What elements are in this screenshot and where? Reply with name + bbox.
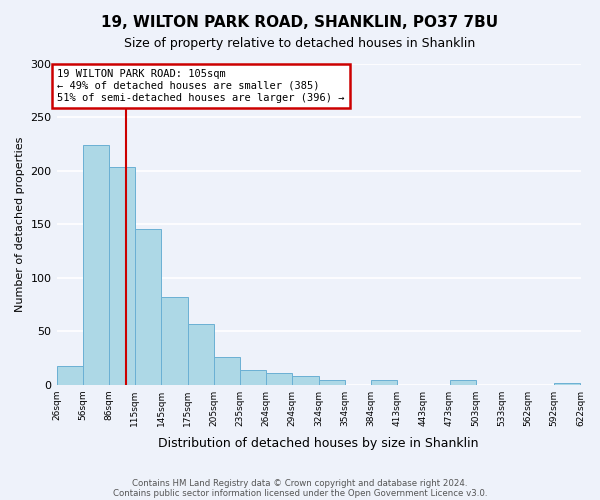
Bar (214, 357, 240, 384)
Bar (554, 382, 580, 384)
Text: Size of property relative to detached houses in Shanklin: Size of property relative to detached ho… (124, 38, 476, 51)
Bar (292, 376, 319, 384)
Y-axis label: Number of detached properties: Number of detached properties (15, 136, 25, 312)
Text: Contains public sector information licensed under the Open Government Licence v3: Contains public sector information licen… (113, 488, 487, 498)
Bar (449, 380, 476, 384)
Bar (109, 166, 135, 384)
X-axis label: Distribution of detached houses by size in Shanklin: Distribution of detached houses by size … (158, 437, 479, 450)
Bar (161, 297, 188, 384)
Text: 19, WILTON PARK ROAD, SHANKLIN, PO37 7BU: 19, WILTON PARK ROAD, SHANKLIN, PO37 7BU (101, 15, 499, 30)
Bar (240, 370, 266, 384)
Bar (56, 366, 83, 384)
Bar (135, 228, 161, 384)
Bar (371, 380, 397, 384)
Bar (188, 324, 214, 384)
Bar (266, 373, 292, 384)
Text: Contains HM Land Registry data © Crown copyright and database right 2024.: Contains HM Land Registry data © Crown c… (132, 478, 468, 488)
Bar (83, 145, 109, 384)
Text: 19 WILTON PARK ROAD: 105sqm
← 49% of detached houses are smaller (385)
51% of se: 19 WILTON PARK ROAD: 105sqm ← 49% of det… (58, 70, 345, 102)
Bar (319, 380, 345, 384)
